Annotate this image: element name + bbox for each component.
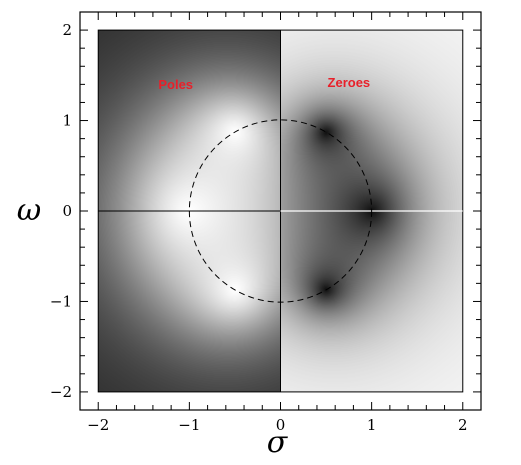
y-tick-labels: 2 1 0 −1 −2 [50,21,72,401]
axis-ticks [79,11,482,411]
y-tick-label: −2 [50,383,72,401]
x-axis-label: σ [267,425,289,460]
poles-label: Poles [158,77,193,92]
x-tick-label: −1 [178,416,200,434]
unit-circle [188,119,373,303]
y-tick-label: 2 [62,21,72,39]
x-tick-label: 0 [276,416,286,434]
x-tick-label: −2 [87,416,109,434]
y-tick-label: −1 [50,292,72,310]
y-axis-label: ω [17,193,41,228]
x-tick-labels: −2 −1 0 1 2 [87,416,467,434]
zeroes-label: Zeroes [328,75,371,90]
x-tick-label: 2 [458,416,468,434]
x-tick-label: 1 [367,416,377,434]
y-tick-label: 1 [62,112,72,130]
y-tick-label: 0 [62,202,72,220]
magnitude-images [98,30,463,392]
